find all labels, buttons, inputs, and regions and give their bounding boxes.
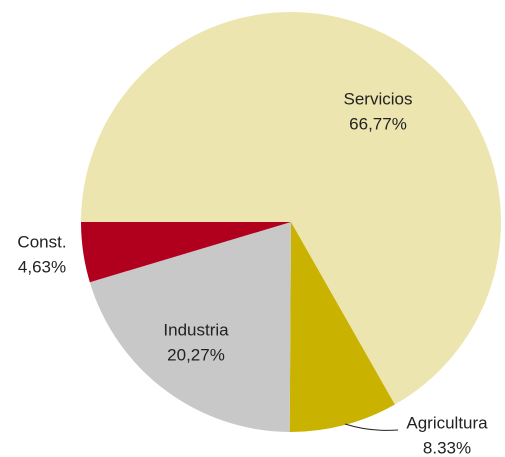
- value-label: 8.33%: [423, 438, 471, 457]
- value-label: 66,77%: [349, 114, 407, 133]
- pie-slice: [289, 222, 395, 432]
- slice-label: Const.: [17, 232, 66, 251]
- value-label: 4,63%: [18, 257, 66, 276]
- slice-label: Servicios: [344, 89, 413, 108]
- slice-label: Agricultura: [406, 413, 488, 432]
- pie-slice: [81, 222, 291, 283]
- pie-slice: [81, 11, 501, 405]
- leader-line: [344, 423, 399, 431]
- slice-label: Industria: [163, 320, 229, 339]
- pie-slice: [89, 222, 291, 432]
- value-label: 20,27%: [167, 345, 225, 364]
